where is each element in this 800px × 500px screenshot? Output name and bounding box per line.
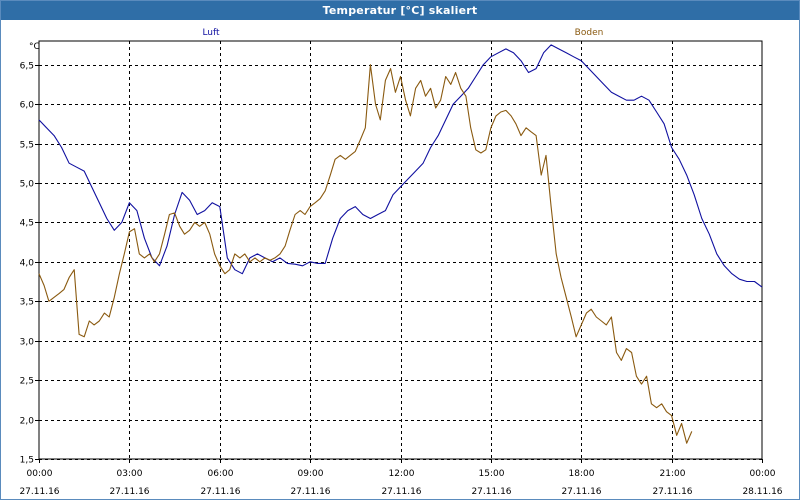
x-tick-time-label: 18:00 — [569, 469, 595, 479]
y-tick-label: 4,5 — [20, 219, 34, 229]
legend-boden: Boden — [575, 28, 604, 38]
x-tick-date-label: 27.11.16 — [19, 487, 59, 497]
x-tick-time-label: 12:00 — [389, 469, 415, 479]
y-tick-label: 3,5 — [20, 298, 34, 308]
y-tick-label: 5,5 — [20, 141, 34, 151]
x-tick-date-label: 27.11.16 — [652, 487, 692, 497]
x-tick-date-label: 27.11.16 — [381, 487, 421, 497]
y-tick-label: 4,0 — [20, 259, 35, 269]
y-axis-ticks: 1,5 2,0 2,5 3,0 3,5 4,0 4,5 5,0 5,5 6,0 6,5 — [20, 62, 39, 466]
y-tick-label: 1,5 — [20, 456, 34, 466]
x-tick-time-label: 21:00 — [660, 469, 686, 479]
x-tick-date-label: 27.11.16 — [471, 487, 511, 497]
x-tick-date-label: 27.11.16 — [290, 487, 330, 497]
x-tick-time-label: 15:00 — [479, 469, 505, 479]
x-tick-time-label: 00:00 — [27, 469, 53, 479]
x-axis-ticks: 00:00 27.11.16 03:00 27.11.16 06:00 27.11.16 0… — [19, 459, 783, 497]
y-axis-label: °C — [29, 42, 40, 52]
y-tick-label: 3,0 — [20, 338, 35, 348]
temperature-chart: 1,5 2,0 2,5 3,0 3,5 4,0 4,5 5,0 5,5 6,0 6,5 00:00 2… — [19, 28, 783, 497]
x-tick-date-label: 28.11.16 — [742, 487, 782, 497]
series-line-boden — [38, 64, 693, 444]
x-tick-time-label: 09:00 — [298, 469, 324, 479]
y-tick-label: 6,5 — [20, 62, 34, 72]
x-tick-date-label: 27.11.16 — [561, 487, 601, 497]
y-tick-label: 6,0 — [20, 101, 35, 111]
x-tick-time-label: 00:00 — [750, 469, 776, 479]
legend-luft: Luft — [202, 28, 220, 38]
y-tick-label: 5,0 — [20, 180, 35, 190]
grid-lines — [38, 40, 763, 460]
y-tick-label: 2,0 — [20, 417, 35, 427]
data-series — [38, 44, 763, 444]
window-title: Temperatur [°C] skaliert — [1, 1, 799, 20]
x-tick-date-label: 27.11.16 — [109, 487, 149, 497]
x-tick-time-label: 06:00 — [208, 469, 234, 479]
y-tick-label: 2,5 — [20, 377, 34, 387]
x-tick-date-label: 27.11.16 — [200, 487, 240, 497]
x-tick-time-label: 03:00 — [117, 469, 143, 479]
series-line-luft — [38, 44, 763, 288]
plot-frame — [38, 40, 763, 460]
